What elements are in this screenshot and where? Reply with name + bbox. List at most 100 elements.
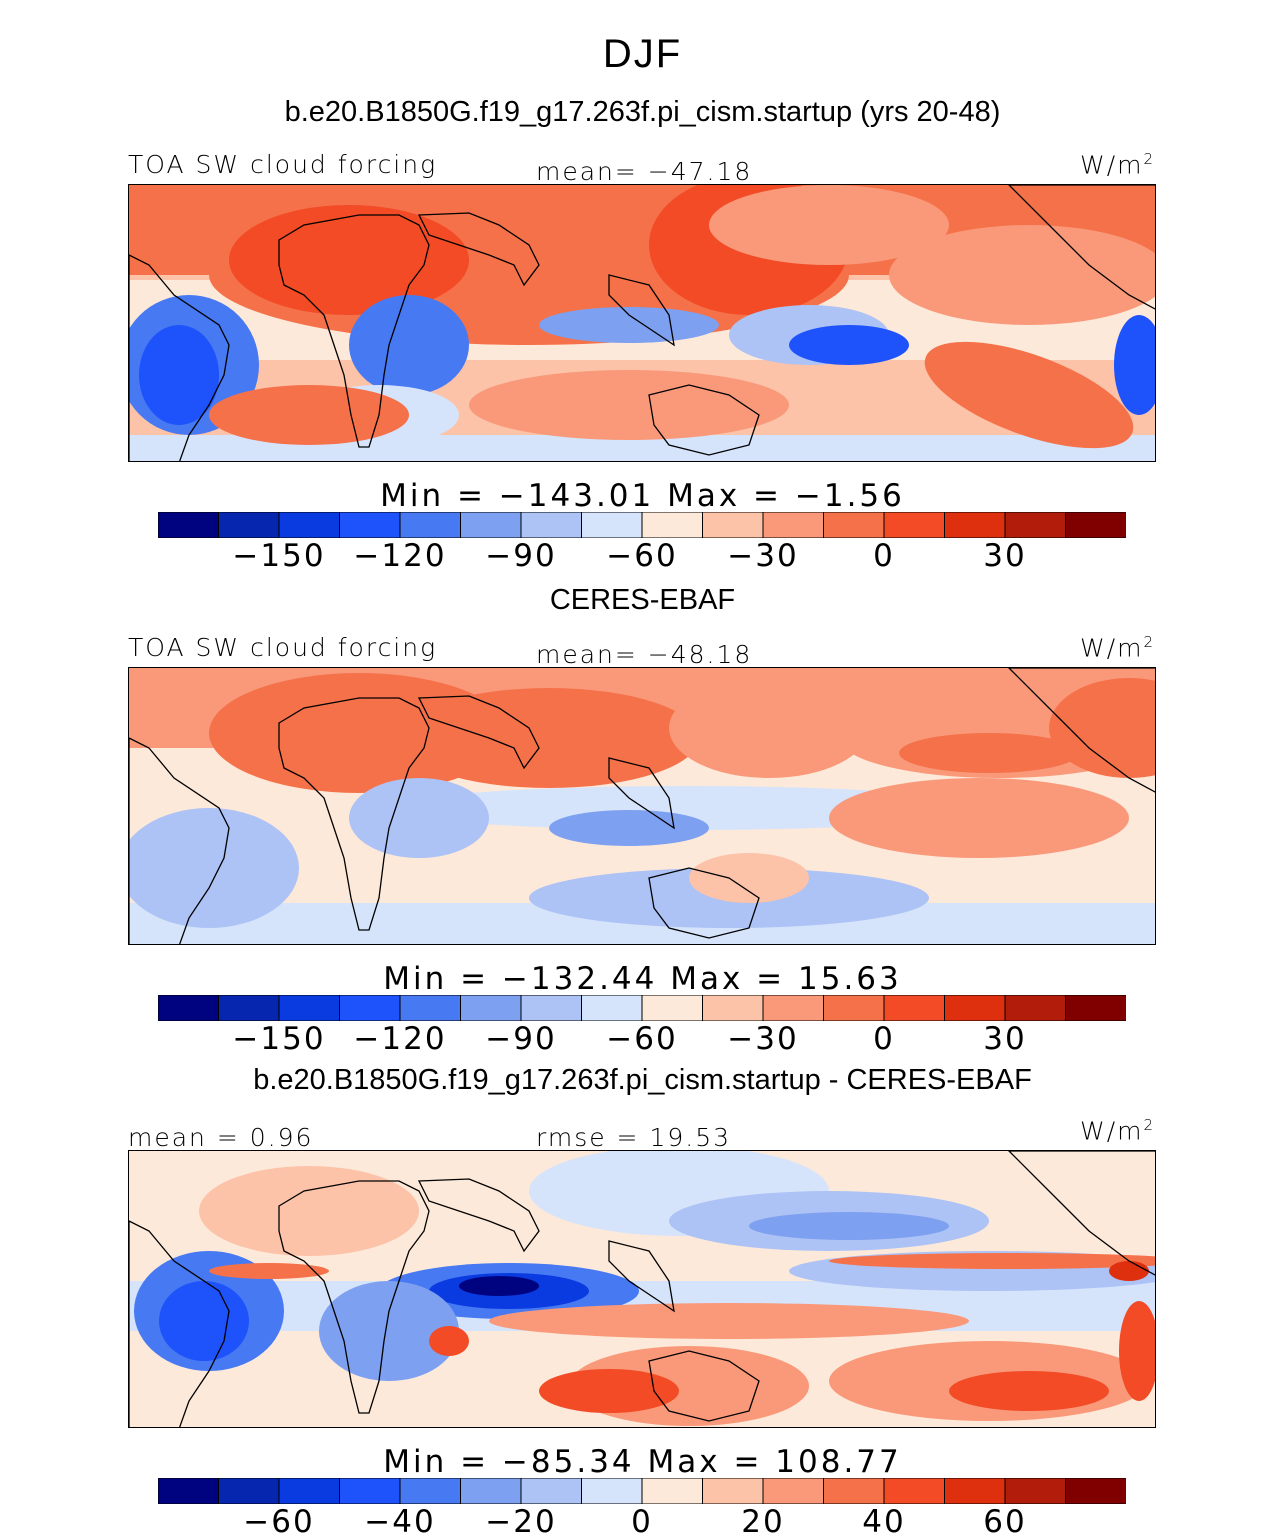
colorbar-swatch	[823, 512, 885, 538]
field-contour	[199, 1166, 419, 1256]
field-contour	[829, 778, 1129, 858]
panel1-variable-label: TOA SW cloud forcing	[128, 150, 438, 179]
colorbar-swatch	[218, 512, 280, 538]
panel1-minmax-label: Min = −143.01 Max = −1.56	[380, 478, 905, 514]
colorbar-swatch	[158, 995, 220, 1021]
coastline	[129, 254, 230, 461]
colorbar-swatch	[641, 1478, 704, 1504]
coastline	[648, 867, 760, 939]
coastline	[1008, 185, 1155, 310]
coastline	[278, 1180, 430, 1414]
colorbar-tick-label: −150	[232, 1021, 326, 1057]
coastline	[278, 214, 430, 448]
colorbar-tick-label: −90	[485, 538, 557, 574]
colorbar-tick-label: 60	[983, 1504, 1027, 1540]
panel3-rmse-label: rmse = 19.53	[536, 1123, 732, 1152]
panel2-minmax-label: Min = −132.44 Max = 15.63	[383, 961, 902, 997]
colorbar-swatch	[581, 995, 643, 1021]
colorbar-tick-label: 30	[983, 1021, 1027, 1057]
colorbar-swatch	[944, 1478, 1006, 1504]
colorbar-swatch	[278, 995, 341, 1021]
colorbar-tick-label: 20	[741, 1504, 785, 1540]
field-contour	[539, 1369, 679, 1413]
panel1-colorbar	[158, 512, 1126, 538]
panel3-map	[128, 1150, 1156, 1428]
panel2-title: CERES-EBAF	[549, 584, 736, 616]
coastline	[608, 1240, 675, 1313]
colorbar-tick-label: −150	[232, 538, 326, 574]
colorbar-swatch	[702, 1478, 764, 1504]
colorbar-swatch	[399, 1478, 462, 1504]
colorbar-swatch	[762, 1478, 825, 1504]
coastline	[417, 1178, 540, 1253]
colorbar-swatch	[520, 1478, 583, 1504]
panel2-mean-label: mean= −48.18	[536, 640, 753, 669]
colorbar-swatch	[883, 1478, 946, 1504]
colorbar-swatch	[883, 512, 946, 538]
colorbar-swatch	[581, 512, 643, 538]
field-contour	[229, 205, 469, 315]
colorbar-tick-label: −40	[364, 1504, 436, 1540]
colorbar-tick-label: −120	[353, 538, 447, 574]
panel1-title: b.e20.B1850G.f19_g17.263f.pi_cism.startu…	[284, 96, 1001, 128]
colorbar-swatch	[702, 512, 764, 538]
colorbar-swatch	[944, 995, 1006, 1021]
colorbar-swatch	[339, 995, 401, 1021]
colorbar-swatch	[762, 995, 825, 1021]
coastline	[648, 1350, 760, 1422]
figure-title: DJF	[602, 32, 683, 76]
panel2-colorbar	[158, 995, 1126, 1021]
coastline	[278, 697, 430, 931]
coastline	[608, 757, 675, 830]
panel2-units-label: W/m2	[1080, 633, 1156, 663]
field-contour	[459, 1276, 539, 1296]
panel3-units-label: W/m2	[1080, 1116, 1156, 1146]
field-contour	[429, 1326, 469, 1356]
coastline	[417, 212, 540, 287]
field-contour	[209, 385, 409, 445]
colorbar-swatch	[823, 1478, 885, 1504]
coastline	[1008, 668, 1155, 793]
coastline	[608, 274, 675, 347]
field-contour	[159, 1281, 249, 1361]
coastline	[129, 1220, 230, 1427]
field-contour	[789, 325, 909, 365]
colorbar-swatch	[520, 995, 583, 1021]
colorbar-swatch	[158, 512, 220, 538]
colorbar-tick-label: −30	[727, 538, 799, 574]
colorbar-swatch	[520, 512, 583, 538]
colorbar-tick-label: 40	[862, 1504, 906, 1540]
colorbar-swatch	[1065, 512, 1126, 538]
colorbar-swatch	[399, 512, 462, 538]
colorbar-swatch	[278, 512, 341, 538]
colorbar-tick-label: −120	[353, 1021, 447, 1057]
colorbar-swatch	[823, 995, 885, 1021]
colorbar-swatch	[944, 512, 1006, 538]
colorbar-swatch	[883, 995, 946, 1021]
field-contour	[1049, 678, 1155, 778]
colorbar-swatch	[702, 995, 764, 1021]
panel1-mean-label: mean= −47.18	[536, 157, 753, 186]
field-contour	[469, 370, 789, 440]
field-contour	[549, 810, 709, 846]
field-contour	[889, 225, 1155, 325]
colorbar-swatch	[158, 1478, 220, 1504]
panel2-variable-label: TOA SW cloud forcing	[128, 633, 438, 662]
colorbar-swatch	[460, 1478, 522, 1504]
colorbar-swatch	[762, 512, 825, 538]
field-contour	[1119, 1301, 1155, 1401]
field-contour	[949, 1371, 1109, 1411]
colorbar-swatch	[1065, 1478, 1126, 1504]
colorbar-swatch	[460, 995, 522, 1021]
panel3-title: b.e20.B1850G.f19_g17.263f.pi_cism.startu…	[253, 1064, 1032, 1096]
coastline	[417, 695, 540, 770]
colorbar-swatch	[1065, 995, 1126, 1021]
field-contour	[749, 1212, 949, 1240]
colorbar-swatch	[1004, 512, 1067, 538]
field-contour	[489, 1303, 969, 1339]
colorbar-swatch	[460, 512, 522, 538]
colorbar-tick-label: −60	[606, 538, 678, 574]
colorbar-swatch	[1004, 995, 1067, 1021]
field-contour	[209, 1263, 329, 1279]
colorbar-tick-label: 30	[983, 538, 1027, 574]
